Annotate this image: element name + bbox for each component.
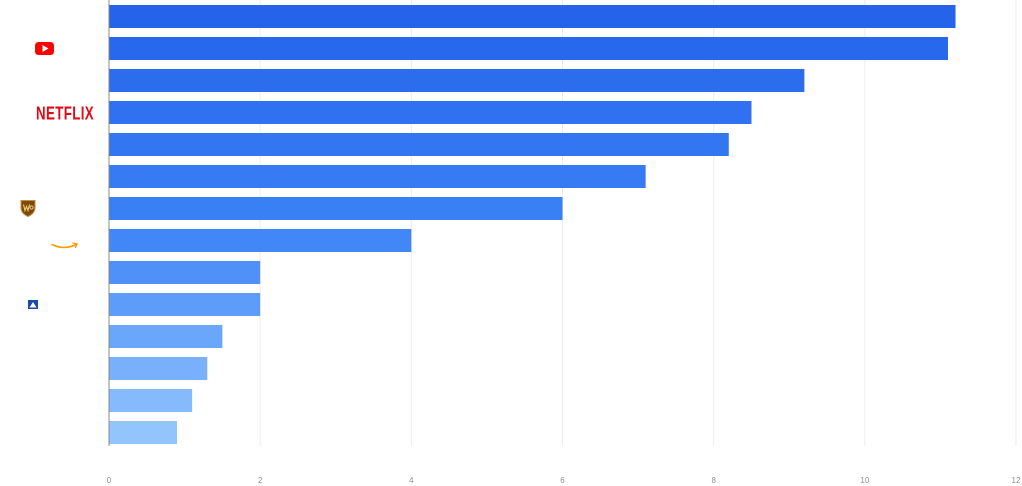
grid-lines — [259, 0, 1017, 446]
youtube-logo — [35, 42, 54, 55]
bar — [109, 133, 729, 156]
x-tick-label: 8 — [711, 476, 716, 485]
bar — [109, 325, 223, 348]
x-tick-label: 2 — [258, 476, 263, 485]
bar — [109, 357, 208, 380]
x-tick-label: 6 — [560, 476, 565, 485]
paramount-logo — [28, 300, 38, 309]
amazon-logo — [51, 242, 78, 249]
bar — [109, 261, 261, 284]
category-logos: NETFLIX — [20, 42, 94, 309]
x-tick-label: 4 — [409, 476, 414, 485]
x-tick-labels: 0 2 4 6 8 10 12 — [107, 476, 1021, 485]
netflix-logo-text: NETFLIX — [36, 104, 94, 124]
bar — [109, 5, 956, 28]
bar — [109, 229, 412, 252]
x-tick-label: 12 — [1012, 476, 1021, 485]
bar — [109, 293, 261, 316]
bar — [109, 197, 563, 220]
bar — [109, 69, 805, 92]
bar — [109, 165, 646, 188]
x-tick-label: 0 — [107, 476, 112, 485]
bar — [109, 101, 752, 124]
bars — [109, 5, 956, 444]
netflix-logo: NETFLIX — [36, 104, 94, 124]
bar — [109, 421, 178, 444]
x-tick-label: 10 — [860, 476, 869, 485]
bar — [109, 37, 948, 60]
warner-bros-logo — [20, 200, 36, 218]
bar — [109, 389, 193, 412]
